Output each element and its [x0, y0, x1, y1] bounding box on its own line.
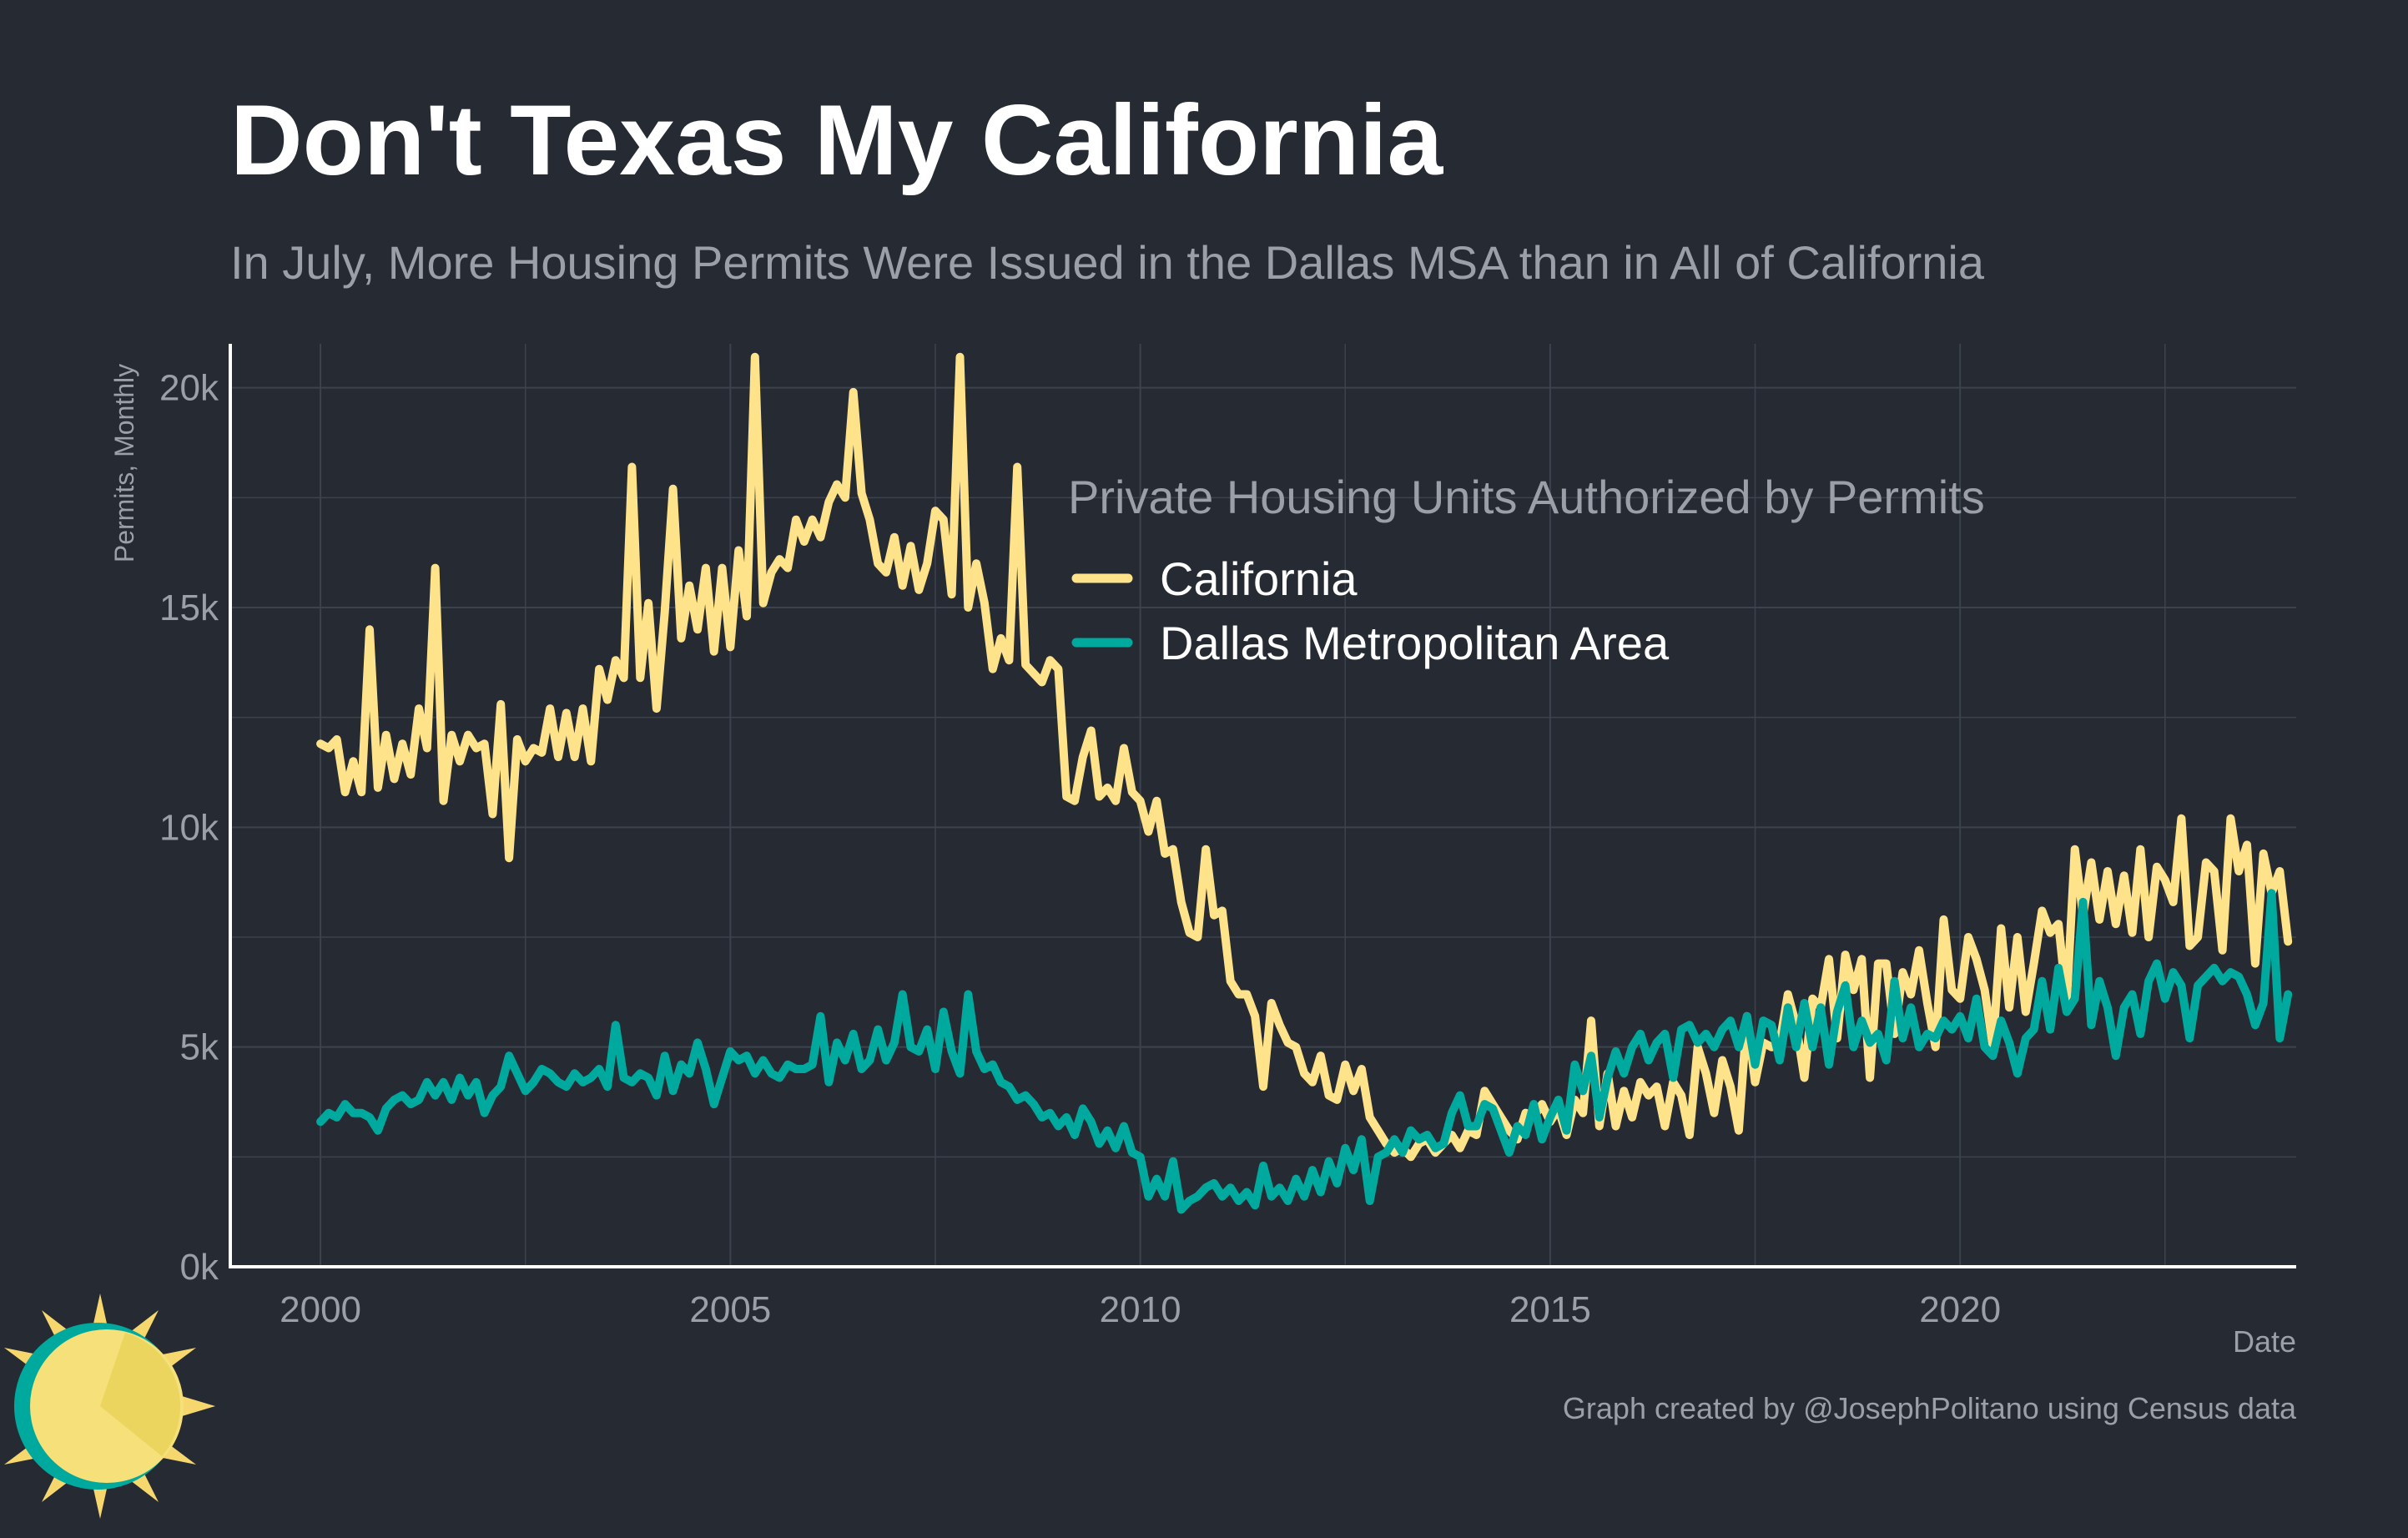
y-axis-label: Permits, Monthly [109, 364, 139, 562]
caption: Graph created by @JosephPolitano using C… [1563, 1391, 2297, 1425]
sun-logo-icon [4, 1293, 215, 1519]
tick-labels: 0k 5k 10k 15k 20k 2000 2005 2010 2015 2020 [159, 368, 2001, 1330]
y-tick-label: 5k [180, 1027, 219, 1068]
y-tick-label: 20k [159, 368, 219, 409]
x-axis-label: Date [2233, 1324, 2296, 1359]
x-tick-label: 2015 [1509, 1289, 1591, 1330]
legend: Private Housing Units Authorized by Perm… [1068, 471, 1985, 669]
x-tick-label: 2000 [280, 1289, 361, 1330]
y-tick-label: 0k [180, 1247, 219, 1288]
series-lines [316, 352, 2293, 1214]
x-tick-label: 2005 [689, 1289, 771, 1330]
sun-shade [100, 1333, 181, 1456]
y-tick-label: 15k [159, 587, 219, 628]
legend-title: Private Housing Units Authorized by Perm… [1068, 471, 1985, 523]
series-line-california [316, 352, 2293, 1162]
series-line-dallas [316, 889, 2293, 1214]
x-tick-label: 2020 [1919, 1289, 2001, 1330]
y-tick-label: 10k [159, 807, 219, 848]
legend-label-dallas: Dallas Metropolitan Area [1160, 617, 1670, 669]
grid-lines [230, 344, 2296, 1268]
axes [229, 344, 2296, 1268]
chart-subtitle: In July, More Housing Permits Were Issue… [230, 236, 1984, 289]
legend-label-california: California [1160, 552, 1358, 605]
chart-title: Don't Texas My California [230, 84, 1443, 196]
x-tick-label: 2010 [1100, 1289, 1181, 1330]
